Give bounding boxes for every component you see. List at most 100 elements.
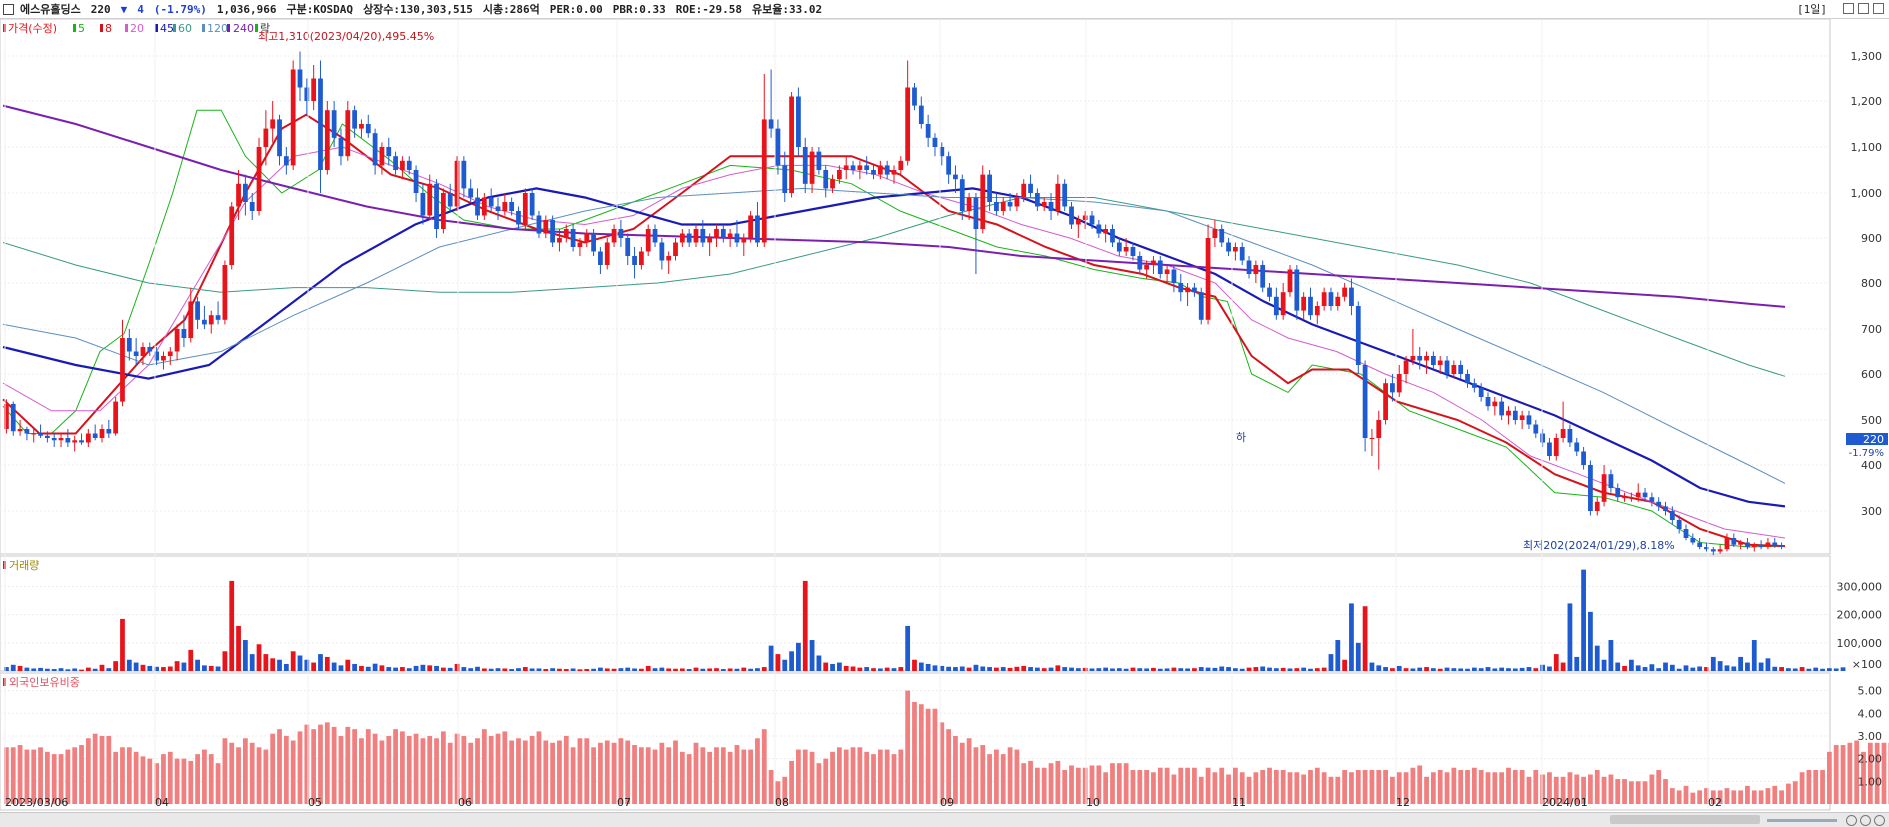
candle-body [1499, 401, 1505, 416]
candle-body [1676, 520, 1682, 529]
candle-body [734, 233, 740, 243]
foreign-bar [1745, 785, 1750, 804]
volume-bar [652, 668, 658, 671]
foreign-bar [1226, 774, 1231, 804]
volume-bar [1751, 640, 1757, 671]
candle-body [365, 124, 371, 134]
volume-bar [598, 667, 603, 671]
market-label: 구분:KOSDAQ [286, 3, 354, 16]
volume-bar [891, 668, 897, 671]
candle-body [1669, 511, 1675, 520]
zoom-in-icon[interactable] [1846, 814, 1857, 826]
price-y-tick: 1,200 [1851, 95, 1883, 108]
volume-bar [1014, 666, 1020, 671]
foreign-bar [898, 749, 904, 804]
volume-bar [645, 665, 651, 671]
volume-bar [1704, 667, 1709, 671]
volume-bar [1471, 667, 1477, 671]
candle-body [1294, 269, 1300, 311]
candle-body [1471, 383, 1477, 388]
foreign-bar [1820, 769, 1825, 804]
foreign-bar [1164, 767, 1170, 804]
foreign-bar [830, 751, 835, 804]
candle-body [1103, 229, 1109, 234]
candle-body [1642, 492, 1648, 498]
volume-bar [79, 669, 84, 671]
candle-body [72, 440, 78, 443]
candle-body [987, 174, 992, 202]
foreign-bar [836, 747, 842, 804]
volume-bar [1383, 667, 1388, 671]
foreign-bar [10, 747, 16, 804]
volume-bar [1362, 606, 1368, 671]
foreign-bar [1731, 790, 1737, 804]
x-tick-label: 11 [1232, 796, 1246, 809]
checkbox-icon[interactable] [3, 3, 14, 15]
volume-bar [659, 667, 665, 671]
volume-bar [1000, 667, 1006, 671]
candle-body [174, 329, 180, 352]
foreign-bar [1533, 769, 1539, 804]
foreign-bar [181, 758, 187, 804]
volume-bar [283, 663, 289, 671]
foreign-bar [727, 751, 733, 804]
foreign-bar [1779, 790, 1784, 804]
foreign-bar [38, 747, 43, 804]
stock-chart[interactable]: 1,300 1,200 1,100 1,000 900 800 700 600 500 400 30… [0, 19, 1889, 812]
volume-bar [181, 662, 187, 671]
candle-body [1028, 183, 1033, 193]
market-cap-label: 시총:286억 [482, 3, 540, 16]
candle-body [1444, 360, 1450, 374]
candle-body [208, 315, 214, 325]
foreign-bar [1021, 763, 1027, 804]
candle-body [1758, 544, 1764, 547]
candle-body [461, 160, 467, 189]
x-tick-label: 2023/03/06 [5, 796, 68, 809]
maximize-icon[interactable] [1858, 3, 1869, 14]
candle-body [400, 160, 405, 170]
foreign-bar [434, 738, 439, 804]
zoom-reset-icon[interactable] [1874, 814, 1885, 826]
candle-body [550, 220, 556, 243]
price-change: 4 [137, 2, 144, 16]
scroll-thumb[interactable] [1610, 815, 1760, 824]
candle-body [502, 202, 508, 211]
candle-body [1574, 442, 1580, 452]
x-tick-label: 07 [617, 796, 631, 809]
foreign-bar [1704, 788, 1709, 804]
candle-body [1772, 542, 1778, 546]
volume-bar [864, 667, 870, 671]
foreign-bar [1273, 769, 1279, 804]
period-selector[interactable]: [1일] [1797, 3, 1827, 16]
foreign-bar [256, 747, 262, 804]
foreign-bar [215, 763, 221, 804]
volume-bar [1724, 665, 1730, 671]
candle-body [256, 147, 262, 211]
volume-bar [1205, 667, 1211, 671]
foreign-bar [877, 749, 883, 804]
foreign-bar [1000, 754, 1006, 804]
volume-bar [1157, 668, 1163, 671]
volume-bar [359, 665, 364, 671]
foreign-bar [905, 690, 911, 804]
candle-body [1519, 415, 1525, 420]
volume-bar [836, 662, 842, 671]
candle-body [406, 160, 412, 170]
horizontal-scrollbar[interactable] [0, 812, 1889, 827]
foreign-bar [1287, 772, 1293, 804]
foreign-bar [1376, 769, 1382, 804]
candle-body [1144, 265, 1150, 270]
volume-bar [591, 668, 596, 671]
zoom-slider[interactable] [1767, 818, 1837, 822]
volume-bar [202, 665, 207, 671]
candle-body [65, 438, 71, 443]
foreign-bar [79, 745, 84, 804]
zoom-out-icon[interactable] [1860, 814, 1871, 826]
candle-body [1226, 242, 1231, 252]
volume-bar [632, 668, 637, 671]
close-icon[interactable] [1873, 3, 1884, 14]
volume-bar [1041, 668, 1047, 671]
minimize-icon[interactable] [1843, 3, 1854, 14]
candle-body [447, 193, 453, 207]
foreign-bar [502, 731, 508, 804]
